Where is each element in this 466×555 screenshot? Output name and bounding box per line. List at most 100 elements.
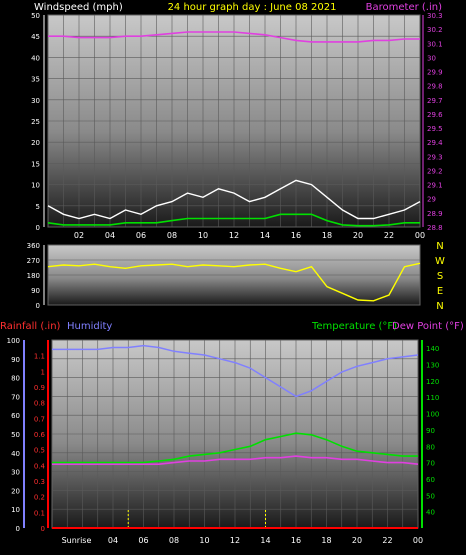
humidity-tick-label: 80 <box>11 375 20 383</box>
temp-tick-label: 130 <box>426 362 439 370</box>
temp-tick-label: 120 <box>426 378 439 386</box>
direction-tick-label: 0 <box>36 302 40 310</box>
temp-x-tick-label: 04 <box>108 536 118 545</box>
baro-tick-label: 29.6 <box>427 111 443 119</box>
baro-tick-label: 29.2 <box>427 167 443 175</box>
temp-x-tick-label: 16 <box>291 536 301 545</box>
wind-tick-label: 20 <box>31 139 40 147</box>
wind-x-tick-label: 22 <box>384 231 394 240</box>
wind-tick-label: 50 <box>31 12 40 20</box>
wind-x-tick-label: 08 <box>167 231 177 240</box>
rain-tick-label: 0.9 <box>34 384 45 392</box>
temp-x-tick-label: 06 <box>138 536 148 545</box>
humidity-line <box>52 344 419 398</box>
baro-tick-label: 30 <box>427 54 436 62</box>
temp-tick-label: 50 <box>426 492 435 500</box>
direction-tick-label: 90 <box>31 287 40 295</box>
wind-tick-label: 15 <box>31 160 40 168</box>
temp-x-tick-label: 20 <box>352 536 362 545</box>
temp-tick-label: 40 <box>426 509 435 517</box>
wind-x-tick-label: 20 <box>353 231 363 240</box>
baro-tick-label: 29.7 <box>427 97 443 105</box>
rain-tick-label: 0.6 <box>34 431 46 439</box>
wind-gust-line <box>47 179 421 220</box>
barometer-line <box>48 31 420 43</box>
wind-tick-label: 5 <box>36 203 40 211</box>
rain-tick-label: 0.5 <box>34 447 45 455</box>
compass-label: N <box>436 241 443 252</box>
wind-tick-label: 30 <box>31 97 40 105</box>
rainfall-axis-title: Rainfall (.in) <box>0 321 61 332</box>
rain-tick-label: 0.3 <box>34 478 45 486</box>
wind-x-tick-label: 18 <box>322 231 332 240</box>
temp-tick-label: 110 <box>426 394 439 402</box>
wind-x-tick-label: 16 <box>291 231 301 240</box>
wind-x-tick-label: 06 <box>136 231 146 240</box>
temp-tick-label: 60 <box>426 476 435 484</box>
temp-x-tick-label: 12 <box>230 536 240 545</box>
temp-tick-label: 80 <box>426 443 435 451</box>
temp-x-tick-label: 14 <box>260 536 270 545</box>
baro-tick-label: 30.1 <box>427 40 443 48</box>
rain-tick-label: 0.2 <box>34 494 45 502</box>
humidity-axis-title: Humidity <box>67 321 112 332</box>
humidity-tick-label: 60 <box>11 412 20 420</box>
baro-tick-label: 28.8 <box>427 224 443 232</box>
windspeed-axis-title: Windspeed (mph) <box>34 2 123 13</box>
wind-barometer-panel: 0 5 10 15 20 25 30 35 40 45 50 28.8 28.9 29 29.1 29.2 29… <box>31 12 443 240</box>
temperature-line <box>52 432 418 464</box>
direction-tick-label: 360 <box>27 242 40 250</box>
humidity-tick-label: 20 <box>11 487 20 495</box>
humidity-tick-label: 50 <box>11 431 20 439</box>
baro-tick-label: 29.1 <box>427 182 443 190</box>
rain-tick-label: 0.7 <box>34 415 45 423</box>
humidity-tick-label: 100 <box>7 337 20 345</box>
baro-tick-label: 29 <box>427 196 436 204</box>
temp-tick-label: 140 <box>426 345 439 353</box>
baro-tick-label: 29.8 <box>427 83 443 91</box>
rain-tick-label: 0 <box>41 525 45 533</box>
wind-x-tick-label: 10 <box>198 231 208 240</box>
humidity-tick-label: 40 <box>11 450 20 458</box>
dewpoint-axis-title: Dew Point (°F) <box>392 321 464 332</box>
wind-tick-label: 25 <box>31 118 40 126</box>
temp-x-tick-label: 22 <box>382 536 392 545</box>
rain-tick-label: 0.1 <box>34 509 45 517</box>
humidity-tick-label: 0 <box>16 525 20 533</box>
temp-x-tick-label: 08 <box>169 536 179 545</box>
humidity-tick-label: 90 <box>11 356 20 364</box>
baro-tick-label: 30.3 <box>427 12 443 20</box>
temp-tick-label: 70 <box>426 460 435 468</box>
direction-tick-label: 270 <box>27 257 40 265</box>
wind-tick-label: 35 <box>31 76 40 84</box>
wind-x-tick-label: 00 <box>415 231 425 240</box>
wind-direction-panel: 0 N 90 E 180 S 270 W 360 N <box>27 241 445 312</box>
temp-x-tick-label: 10 <box>199 536 209 545</box>
rain-tick-label: 1.1 <box>34 353 45 361</box>
temperature-humidity-panel: 010203040506070809010000.10.20.30.40.50.… <box>7 337 440 545</box>
wind-tick-label: 40 <box>31 54 40 62</box>
humidity-tick-label: 10 <box>11 506 20 514</box>
wind-x-tick-label: 04 <box>105 231 115 240</box>
temperature-axis-title: Temperature (°F) <box>311 321 397 332</box>
compass-label: S <box>437 271 443 282</box>
temp-x-tick-label: 00 <box>413 536 423 545</box>
barometer-axis-title: Barometer (.in) <box>366 2 442 13</box>
rain-tick-label: 0.8 <box>34 400 45 408</box>
temp-tick-label: 100 <box>426 411 439 419</box>
baro-tick-label: 29.5 <box>427 125 443 133</box>
baro-tick-label: 29.3 <box>427 153 443 161</box>
temp-x-tick-label: 18 <box>321 536 331 545</box>
temp-tick-label: 90 <box>426 427 435 435</box>
baro-tick-label: 28.9 <box>427 210 443 218</box>
compass-label: E <box>437 286 443 297</box>
baro-tick-label: 29.4 <box>427 139 443 147</box>
direction-tick-label: 180 <box>27 272 40 280</box>
wind-x-tick-label: 12 <box>229 231 239 240</box>
compass-label: N <box>436 301 443 312</box>
wind-tick-label: 10 <box>31 182 40 190</box>
wind-tick-label: 45 <box>31 33 40 41</box>
baro-tick-label: 29.9 <box>427 69 443 77</box>
rain-tick-label: 1 <box>41 368 45 376</box>
